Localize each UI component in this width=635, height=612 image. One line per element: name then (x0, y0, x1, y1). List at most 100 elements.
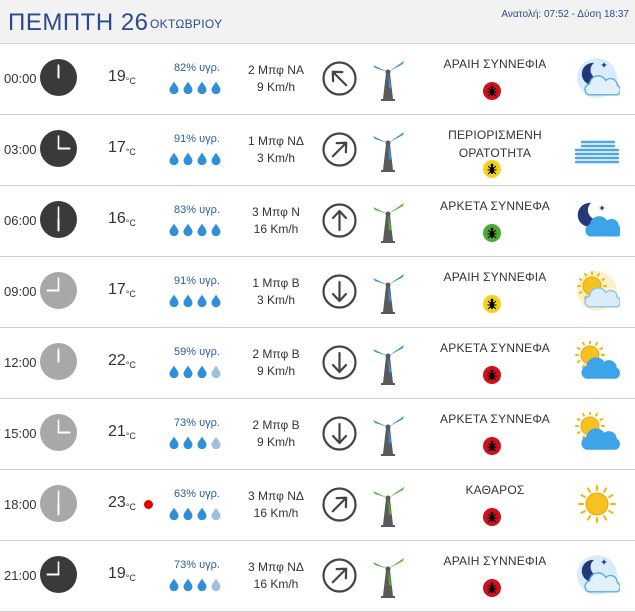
mosquito-level-icon (483, 295, 501, 313)
water-drop-icon (211, 507, 221, 521)
humidity-label: 59% υγρ. (174, 346, 220, 358)
water-drop-icon (197, 81, 207, 95)
clock-icon (40, 59, 77, 96)
forecast-row: 00:00 19°C 82% υγρ. 2 Μπφ ΝΑ 9 Km/h ΑΡΑΙΗ ΣΥΝ… (0, 44, 635, 115)
water-drop-icon (183, 436, 193, 450)
humidity-drops (169, 436, 229, 450)
water-drop-icon (183, 294, 193, 308)
humidity-drops (169, 578, 229, 592)
humidity-drops (169, 294, 229, 308)
water-drop-icon (169, 436, 179, 450)
temperature-value: 23 (108, 494, 126, 511)
clock-icon (40, 201, 77, 238)
wind-info: 3 Μπφ ΝΔ 16 Km/h (232, 559, 320, 593)
forecast-row: 15:00 21°C 73% υγρ. 2 Μπφ Β 9 Km/h ΑΡΚΕΤΑ ΣΥΝ… (0, 399, 635, 470)
temperature-unit: °C (125, 289, 136, 299)
water-drop-icon (169, 578, 179, 592)
weather-condition: ΚΑΘΑΡΟΣ (465, 483, 525, 497)
humidity-label: 73% υγρ. (174, 559, 220, 571)
arrow-up-right-icon (322, 487, 357, 522)
water-drop-icon (197, 223, 207, 237)
temperature-unit: °C (125, 76, 136, 86)
temperature: 16°C (108, 210, 148, 228)
water-drop-icon (183, 578, 193, 592)
forecast-row: 09:00 17°C 91% υγρ. 1 Μπφ Β 3 Km/h ΑΡΑΙΗ ΣΥΝΝ… (0, 257, 635, 328)
mosquito-level-icon (483, 82, 501, 100)
weather-condition: ΑΡΑΙΗ ΣΥΝΝΕΦΙΑ (443, 270, 547, 284)
forecast-row: 18:00 23°C 63% υγρ. 3 Μπφ ΝΔ 16 Km/h ΚΑΘΑΡΟΣ (0, 470, 635, 541)
hazy-sun-cloud-icon (574, 270, 621, 312)
wind-beaufort: 3 Μπφ Ν (252, 205, 300, 219)
water-drop-icon (197, 507, 207, 521)
temperature: 17°C (108, 139, 148, 157)
weather-condition: ΑΡΑΙΗ ΣΥΝΝΕΦΙΑ (443, 57, 547, 71)
wind-turbine-icon (370, 552, 406, 600)
wind-speed: 3 Km/h (256, 293, 295, 307)
fog-icon (574, 128, 620, 170)
weather-condition: ΑΡΚΕΤΑ ΣΥΝΝΕΦΑ (440, 412, 550, 426)
clock-icon (40, 130, 77, 167)
temperature-value: 16 (108, 210, 126, 227)
wind-beaufort: 3 Μπφ ΝΔ (248, 489, 304, 503)
mosquito-level-icon (483, 160, 501, 178)
water-drop-icon (183, 223, 193, 237)
water-drop-icon (197, 365, 207, 379)
water-drop-icon (183, 365, 193, 379)
humidity-drops (169, 81, 229, 95)
water-drop-icon (211, 152, 221, 166)
water-drop-icon (197, 578, 207, 592)
wind-beaufort: 1 Μπφ ΝΔ (248, 134, 304, 148)
row-time: 18:00 (4, 497, 37, 512)
temperature-value: 17 (108, 281, 126, 298)
temperature-unit: °C (125, 360, 136, 370)
water-drop-icon (197, 294, 207, 308)
forecast-header: ΠΕΜΠΤΗ 26 ΟΚΤΩΒΡΙΟΥ Ανατολή: 07:52 - Δύσ… (0, 0, 635, 44)
wind-info: 2 Μπφ Β 9 Km/h (232, 417, 320, 451)
forecast-row: 06:00 16°C 83% υγρ. 3 Μπφ Ν 16 Km/h ΑΡΚΕΤΑ ΣΥ… (0, 186, 635, 257)
temperature: 19°C (108, 68, 148, 86)
water-drop-icon (211, 436, 221, 450)
mosquito-level-icon (483, 224, 501, 242)
wind-beaufort: 2 Μπφ Β (252, 418, 300, 432)
wind-info: 3 Μπφ ΝΔ 16 Km/h (232, 488, 320, 522)
water-drop-icon (169, 294, 179, 308)
water-drop-icon (197, 152, 207, 166)
temperature-value: 19 (108, 565, 126, 582)
temperature: 23°C (108, 494, 148, 512)
temperature-unit: °C (125, 218, 136, 228)
wind-info: 3 Μπφ Ν 16 Km/h (232, 204, 320, 238)
sun-cloud-icon (574, 411, 620, 454)
partly-cloudy-night-icon (574, 57, 621, 99)
clock-icon (40, 556, 77, 593)
row-time: 06:00 (4, 213, 37, 228)
arrow-up-right-icon (322, 132, 357, 167)
wind-speed: 16 Km/h (253, 506, 299, 520)
water-drop-icon (169, 507, 179, 521)
wind-speed: 9 Km/h (256, 80, 295, 94)
water-drop-icon (197, 436, 207, 450)
month-label: ΟΚΤΩΒΡΙΟΥ (150, 17, 223, 31)
wind-turbine-icon (370, 410, 406, 458)
row-time: 12:00 (4, 355, 37, 370)
arrow-up-icon (322, 203, 357, 238)
weather-condition: ΑΡΚΕΤΑ ΣΥΝΝΕΦΑ (440, 341, 550, 355)
wind-turbine-icon (370, 55, 406, 103)
humidity-drops (169, 152, 229, 166)
temperature-unit: °C (125, 573, 136, 583)
row-time: 03:00 (4, 142, 37, 157)
clock-icon (40, 343, 77, 380)
water-drop-icon (211, 223, 221, 237)
wind-turbine-icon (370, 339, 406, 387)
temperature: 22°C (108, 352, 148, 370)
forecast-row: 12:00 22°C 59% υγρ. 2 Μπφ Β 9 Km/h ΑΡΚΕΤΑ ΣΥΝ… (0, 328, 635, 399)
mosquito-level-icon (483, 508, 501, 526)
humidity-label: 83% υγρ. (174, 204, 220, 216)
clock-icon (40, 272, 77, 309)
arrow-down-icon (322, 345, 357, 380)
temperature-unit: °C (125, 502, 136, 512)
partly-cloudy-night-icon (574, 554, 621, 596)
temperature-value: 22 (108, 352, 126, 369)
row-time: 09:00 (4, 284, 37, 299)
water-drop-icon (169, 81, 179, 95)
water-drop-icon (183, 81, 193, 95)
